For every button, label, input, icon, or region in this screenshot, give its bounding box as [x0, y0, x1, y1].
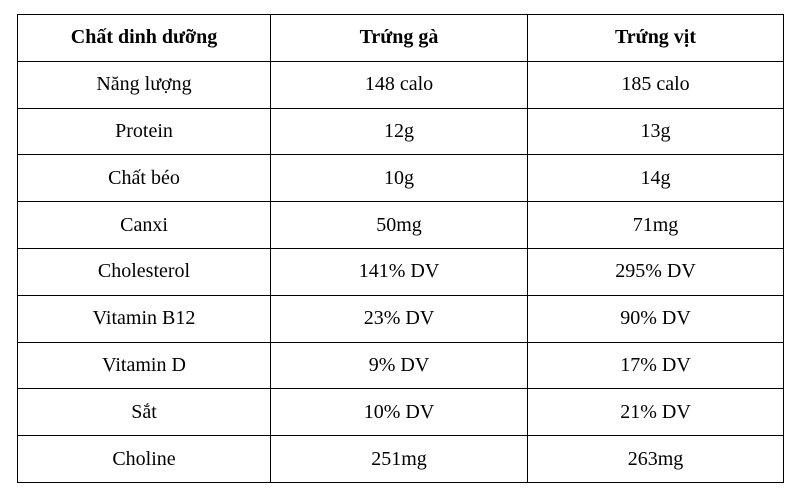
table-cell: Sắt: [17, 388, 271, 437]
table-cell: 141% DV: [270, 247, 528, 296]
table-row: Vitamin D 9% DV 17% DV: [17, 341, 784, 390]
table-row: Canxi 50mg 71mg: [17, 201, 784, 249]
table-cell: 17% DV: [527, 341, 784, 390]
table-cell: 295% DV: [527, 247, 784, 296]
table-cell: 263mg: [527, 435, 784, 483]
table-body: Năng lượng 148 calo 185 calo Protein 12g 13g C…: [17, 60, 784, 483]
header-row: Chất dinh dưỡng Trứng gà Trứng vịt: [17, 14, 784, 62]
table-cell: Choline: [17, 435, 271, 483]
table-cell: 14g: [527, 154, 784, 203]
table-cell: 185 calo: [527, 60, 784, 109]
table-cell: 10g: [270, 154, 528, 203]
table-cell: Protein: [17, 107, 271, 156]
table-cell: 71mg: [527, 201, 784, 249]
table-cell: Vitamin B12: [17, 294, 271, 343]
table-row: Sắt 10% DV 21% DV: [17, 388, 784, 437]
table-cell: 10% DV: [270, 388, 528, 437]
nutrition-table: Chất dinh dưỡng Trứng gà Trứng vịt Năng lư…: [17, 14, 784, 483]
table-cell: 9% DV: [270, 341, 528, 390]
table-row: Vitamin B12 23% DV 90% DV: [17, 294, 784, 343]
table-cell: Canxi: [17, 201, 271, 249]
table-cell: 90% DV: [527, 294, 784, 343]
header-cell: Chất dinh dưỡng: [17, 14, 271, 62]
table-row: Năng lượng 148 calo 185 calo: [17, 60, 784, 109]
table-row: Chất béo 10g 14g: [17, 154, 784, 203]
table-cell: 50mg: [270, 201, 528, 249]
table-cell: Vitamin D: [17, 341, 271, 390]
table-cell: Chất béo: [17, 154, 271, 203]
header-cell: Trứng gà: [270, 14, 528, 62]
table-cell: Cholesterol: [17, 247, 271, 296]
table-row: Cholesterol 141% DV 295% DV: [17, 247, 784, 296]
table-cell: 21% DV: [527, 388, 784, 437]
table-row: Choline 251mg 263mg: [17, 435, 784, 483]
table-cell: 251mg: [270, 435, 528, 483]
table-cell: 13g: [527, 107, 784, 156]
table-cell: 148 calo: [270, 60, 528, 109]
table-cell: 12g: [270, 107, 528, 156]
table-row: Protein 12g 13g: [17, 107, 784, 156]
table-header: Chất dinh dưỡng Trứng gà Trứng vịt: [17, 14, 784, 62]
table-cell: 23% DV: [270, 294, 528, 343]
table-cell: Năng lượng: [17, 60, 271, 109]
header-cell: Trứng vịt: [527, 14, 784, 62]
